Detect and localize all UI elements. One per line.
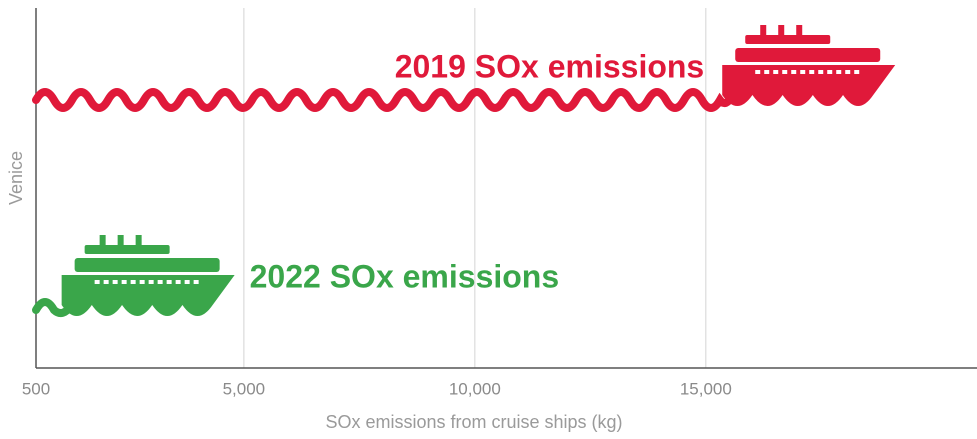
hull (722, 65, 896, 106)
cabin (735, 48, 881, 62)
window (148, 280, 154, 284)
window (827, 70, 833, 74)
window (130, 280, 136, 284)
window (773, 70, 779, 74)
funnel (135, 235, 142, 247)
window (809, 70, 815, 74)
cabin (74, 258, 220, 272)
window (764, 70, 770, 74)
upper-cabin (84, 245, 170, 254)
hull (61, 275, 235, 316)
ship (722, 25, 896, 106)
funnel (99, 235, 106, 247)
window (139, 280, 145, 284)
funnel (796, 25, 803, 37)
series-label: 2022 SOx emissions (250, 258, 560, 294)
x-tick-label: 10,000 (449, 379, 501, 398)
window (112, 280, 118, 284)
window (175, 280, 181, 284)
series-label: 2019 SOx emissions (395, 48, 705, 84)
upper-cabin (745, 35, 831, 44)
window (791, 70, 797, 74)
window (184, 280, 190, 284)
ship-bar (32, 25, 896, 112)
funnel (778, 25, 785, 37)
x-axis-title: SOx emissions from cruise ships (kg) (325, 412, 622, 432)
window (854, 70, 860, 74)
window (121, 280, 127, 284)
window (755, 70, 761, 74)
window (157, 280, 163, 284)
x-tick-label: 5,000 (223, 379, 266, 398)
wave (32, 88, 737, 112)
window (845, 70, 851, 74)
category-label: Venice (6, 151, 26, 205)
funnel (117, 235, 124, 247)
window (193, 280, 199, 284)
funnel (760, 25, 767, 37)
window (166, 280, 172, 284)
window (103, 280, 109, 284)
window (800, 70, 806, 74)
x-tick-label: 15,000 (680, 379, 732, 398)
ship (61, 235, 235, 316)
window (818, 70, 824, 74)
window (94, 280, 100, 284)
window (782, 70, 788, 74)
ship-bar (32, 235, 235, 318)
window (836, 70, 842, 74)
x-tick-label: 500 (22, 379, 50, 398)
